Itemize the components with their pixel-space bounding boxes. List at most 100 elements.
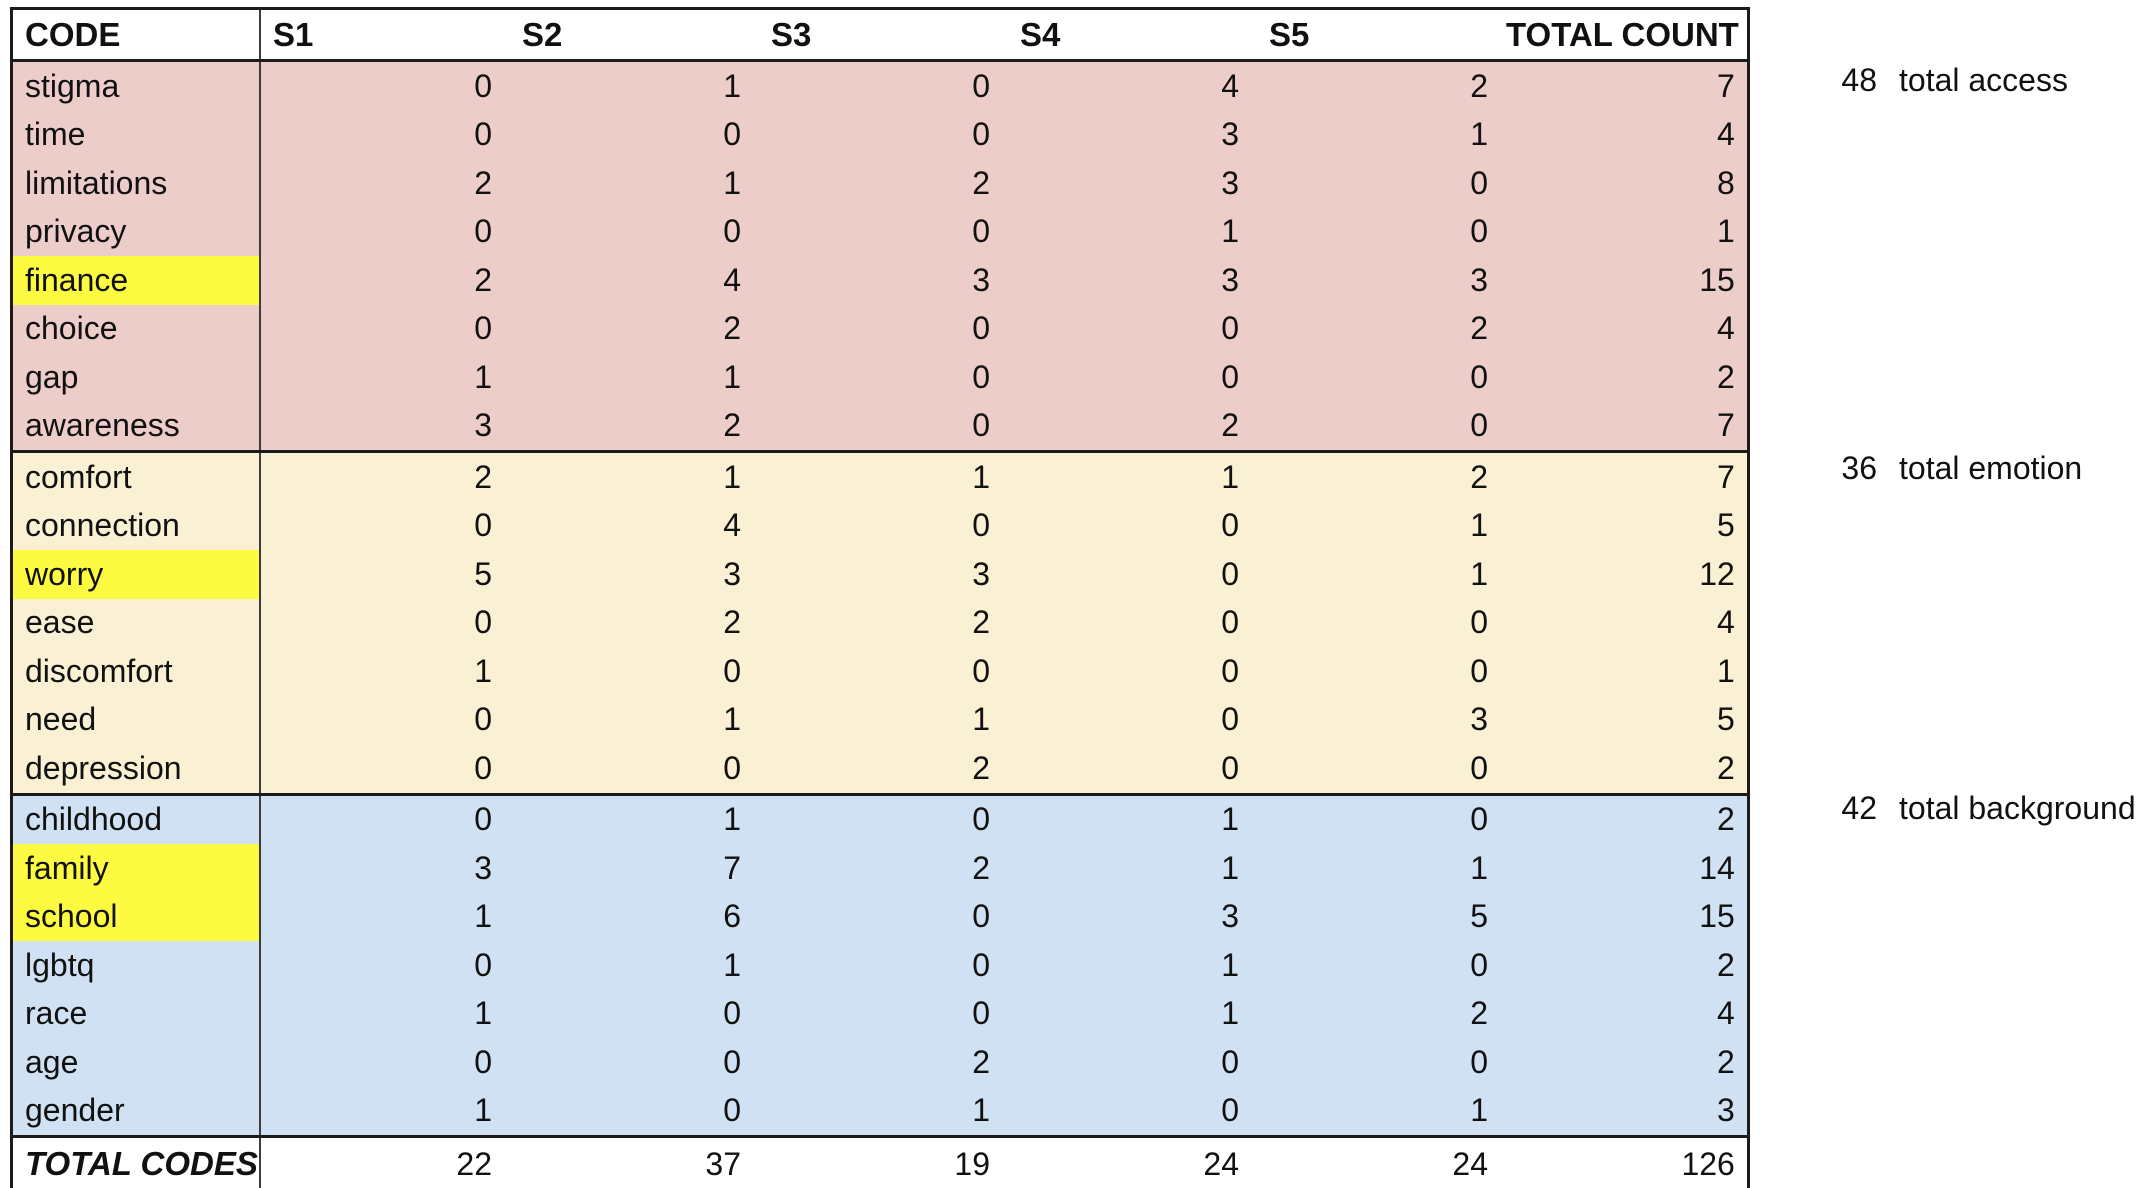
row-total-cell[interactable]: 1 [1717,652,1735,689]
row-total-cell[interactable]: 7 [1717,407,1735,444]
value-cell-s4[interactable]: 1 [1221,849,1239,886]
value-cell-s3[interactable]: 2 [972,1043,990,1080]
value-cell-s4[interactable]: 1 [1008,792,1257,844]
annotation-label[interactable]: total background [1899,790,2136,826]
value-cell-s1[interactable]: 1 [474,995,492,1032]
value-cell-s3[interactable]: 0 [972,407,990,444]
value-cell-s3[interactable]: 0 [972,213,990,250]
value-cell-s3[interactable]: 2 [972,749,990,786]
code-cell-depression[interactable]: depression [11,744,261,794]
grand-total-cell[interactable]: 126 [1506,1135,1749,1188]
column-header-s4[interactable]: S4 [1008,8,1257,62]
column-header-total-count[interactable]: TOTAL COUNT [1506,8,1749,62]
value-cell-s2[interactable]: 0 [723,749,741,786]
value-cell-s5[interactable]: 0 [1470,604,1488,641]
value-cell-s5[interactable]: 0 [1470,358,1488,395]
code-cell-comfort[interactable]: comfort [11,450,261,502]
value-cell-s4[interactable]: 2 [1221,407,1239,444]
value-cell-s2[interactable]: 7 [723,849,741,886]
annotation-label[interactable]: total access [1899,62,2068,98]
row-total-cell[interactable]: 15 [1699,261,1735,298]
value-cell-s3[interactable]: 0 [972,507,990,544]
value-cell-s1[interactable]: 0 [474,604,492,641]
value-cell-s5[interactable]: 2 [1470,995,1488,1032]
row-total-cell[interactable]: 8 [1717,164,1735,201]
value-cell-s1[interactable]: 0 [474,1043,492,1080]
value-cell-s3[interactable]: 0 [972,652,990,689]
value-cell-s3[interactable]: 0 [972,358,990,395]
value-cell-s5[interactable]: 1 [1470,555,1488,592]
value-cell-s4[interactable]: 0 [1221,652,1239,689]
value-cell-s4[interactable]: 3 [1221,261,1239,298]
row-total-cell[interactable]: 4 [1717,995,1735,1032]
value-cell-s1[interactable]: 2 [474,164,492,201]
value-cell-s5[interactable]: 2 [1257,59,1506,111]
row-total-cell[interactable]: 3 [1717,1092,1735,1129]
value-cell-s4[interactable]: 0 [1221,507,1239,544]
value-cell-s1[interactable]: 0 [474,701,492,738]
value-cell-s2[interactable]: 1 [723,164,741,201]
value-cell-s2[interactable]: 0 [723,213,741,250]
value-cell-s1[interactable]: 0 [474,507,492,544]
value-cell-s4[interactable]: 1 [1221,995,1239,1032]
value-cell-s2[interactable]: 2 [723,407,741,444]
value-cell-s5[interactable]: 3 [1470,701,1488,738]
row-total-cell[interactable]: 5 [1717,701,1735,738]
value-cell-s3[interactable]: 1 [972,1092,990,1129]
row-total-cell[interactable]: 2 [1717,749,1735,786]
code-cell-time[interactable]: time [11,110,261,159]
value-cell-s5[interactable]: 1 [1470,116,1488,153]
value-cell-s4[interactable]: 0 [1221,310,1239,347]
value-cell-s4[interactable]: 0 [1221,749,1239,786]
row-total-cell[interactable]: 2 [1717,358,1735,395]
value-cell-s5[interactable]: 0 [1470,946,1488,983]
row-total-cell[interactable]: 1 [1717,213,1735,250]
code-cell-age[interactable]: age [11,1038,261,1087]
value-cell-s3[interactable]: 0 [972,946,990,983]
code-cell-family[interactable]: family [11,844,261,893]
value-cell-s1[interactable]: 1 [474,358,492,395]
value-cell-s1[interactable]: 3 [474,407,492,444]
code-cell-awareness[interactable]: awareness [11,401,261,452]
value-cell-s4[interactable]: 0 [1221,1092,1239,1129]
row-total-cell[interactable]: 4 [1717,310,1735,347]
code-cell-stigma[interactable]: stigma [11,59,261,111]
value-cell-s4[interactable]: 3 [1221,116,1239,153]
code-cell-discomfort[interactable]: discomfort [11,647,261,696]
row-total-cell[interactable]: 7 [1506,59,1749,111]
value-cell-s3[interactable]: 0 [972,898,990,935]
row-total-cell[interactable]: 2 [1717,1043,1735,1080]
annotation-value[interactable]: 48 [1841,62,1877,98]
column-total-cell-s3[interactable]: 19 [759,1135,1008,1188]
value-cell-s5[interactable]: 0 [1470,213,1488,250]
annotation-value[interactable]: 42 [1841,790,1877,826]
value-cell-s2[interactable]: 3 [723,555,741,592]
value-cell-s3[interactable]: 2 [972,164,990,201]
value-cell-s3[interactable]: 0 [972,310,990,347]
value-cell-s2[interactable]: 4 [723,507,741,544]
value-cell-s2[interactable]: 0 [723,1092,741,1129]
column-total-cell-s1[interactable]: 22 [260,1135,510,1188]
value-cell-s1[interactable]: 1 [474,898,492,935]
value-cell-s1[interactable]: 0 [474,116,492,153]
code-cell-race[interactable]: race [11,989,261,1038]
value-cell-s2[interactable]: 1 [723,358,741,395]
row-total-cell[interactable]: 15 [1699,898,1735,935]
value-cell-s5[interactable]: 0 [1470,407,1488,444]
value-cell-s2[interactable]: 1 [510,792,759,844]
value-cell-s2[interactable]: 1 [510,450,759,502]
value-cell-s3[interactable]: 0 [972,995,990,1032]
row-total-cell[interactable]: 12 [1699,555,1735,592]
value-cell-s4[interactable]: 0 [1221,555,1239,592]
value-cell-s5[interactable]: 0 [1470,1043,1488,1080]
value-cell-s4[interactable]: 1 [1221,946,1239,983]
value-cell-s3[interactable]: 3 [972,261,990,298]
value-cell-s1[interactable]: 0 [474,749,492,786]
value-cell-s4[interactable]: 1 [1221,213,1239,250]
value-cell-s5[interactable]: 0 [1470,749,1488,786]
value-cell-s3[interactable]: 0 [759,59,1008,111]
value-cell-s5[interactable]: 1 [1470,849,1488,886]
code-cell-school[interactable]: school [11,892,261,941]
row-total-cell[interactable]: 2 [1717,946,1735,983]
code-cell-limitations[interactable]: limitations [11,159,261,208]
